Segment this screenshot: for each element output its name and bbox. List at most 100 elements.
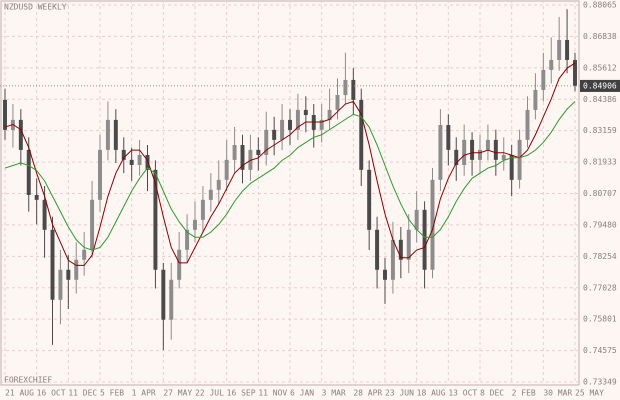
candle-body [573, 59, 577, 86]
candle-body [26, 149, 31, 195]
x-tick-label: 2 FEB [512, 389, 536, 398]
x-tick-label: 25 MAY [575, 389, 604, 398]
y-tick-label: 0.79480 [583, 220, 617, 229]
y-tick-label: 0.83159 [583, 126, 617, 135]
candle-body [319, 119, 324, 130]
y-tick-label: 0.75801 [583, 315, 617, 324]
candle-body [525, 109, 530, 140]
candle-body [177, 249, 182, 280]
x-tick-label: 28 APR [353, 389, 382, 398]
candle-body [383, 269, 387, 280]
marks [3, 9, 577, 350]
candle-body [493, 139, 498, 160]
x-tick-label: 23 JUN [385, 389, 414, 398]
candle-body [398, 239, 403, 260]
candle-body [113, 119, 118, 150]
candle-body [264, 129, 269, 155]
candle-body [137, 154, 142, 165]
y-tick-label: 0.74575 [583, 346, 617, 355]
candle-body [169, 279, 174, 320]
candle-body [50, 229, 55, 300]
candle-body [185, 229, 190, 250]
last-price-box [580, 79, 620, 92]
candle-body [121, 149, 126, 160]
candle-body [565, 39, 570, 60]
candle-body [153, 169, 158, 270]
candle-body [438, 125, 443, 180]
candle-body [367, 169, 372, 230]
candle-body [58, 269, 63, 300]
candle-body [311, 115, 316, 130]
candle-body [470, 139, 475, 160]
candle-body [280, 119, 285, 140]
candle-body [105, 119, 110, 150]
x-tick-label: 18 AUG [417, 389, 446, 398]
candle-body [200, 199, 205, 220]
y-tick-label: 0.84386 [583, 95, 617, 104]
candle-body [549, 59, 554, 70]
candle-body [485, 139, 490, 150]
candle-body [208, 189, 213, 200]
y-tick-label: 0.77028 [583, 283, 617, 292]
candle-body [129, 159, 134, 165]
candle-body [34, 194, 39, 200]
candle-body [541, 69, 546, 90]
x-tick-label: 11 DEC [68, 389, 97, 398]
candle-body [145, 154, 150, 170]
watermark: FOREXCHIEF [4, 376, 52, 385]
candle-body [422, 209, 427, 270]
candle-body [406, 229, 411, 260]
y-tick-label: 0.86838 [583, 32, 617, 41]
candle-body [462, 139, 467, 165]
chart-title: NZDUSD WEEKLY [4, 3, 67, 12]
candle-body [216, 179, 221, 190]
candle-body [3, 99, 7, 130]
candle-body [240, 145, 245, 170]
y-tick-label: 0.88065 [583, 1, 617, 10]
candle-body [82, 249, 87, 260]
x-tick-label: 6 JAN [290, 389, 314, 398]
candle-body [288, 119, 292, 130]
candle-body [375, 229, 380, 270]
candle-body [18, 119, 23, 150]
moving-average-line [4, 62, 576, 266]
x-tick-label: 1 APR [132, 389, 156, 398]
candle-body [533, 89, 538, 110]
x-tick-label: 8 DEC [480, 389, 504, 398]
candle-body [42, 199, 47, 230]
candle-body [327, 109, 332, 120]
candle-body [454, 149, 459, 165]
x-tick-label: 5 FEB [100, 389, 124, 398]
candle-body [351, 79, 356, 100]
y-tick-label: 0.81933 [583, 158, 617, 167]
y-tick-label: 0.85612 [583, 63, 617, 72]
y-tick-label: 0.78254 [583, 252, 617, 261]
candle-body [161, 269, 166, 320]
x-tick-label: 22 JUL [195, 389, 224, 398]
x-tick-label: 16 SEP [227, 389, 256, 398]
candle-body [74, 259, 79, 280]
candle-body [430, 179, 435, 270]
candle-body [343, 79, 348, 96]
x-tick-label: 27 MAY [163, 389, 192, 398]
candle-body [335, 95, 340, 110]
candle-body [272, 129, 277, 140]
y-tick-label: 0.80707 [583, 189, 617, 198]
x-tick-label: 11 NOV [258, 389, 287, 398]
candle-body [303, 109, 308, 116]
candle-body [478, 149, 482, 160]
candle-body [359, 99, 364, 170]
candle-body [557, 39, 562, 60]
candle-body [390, 239, 395, 280]
x-tick-label: 16 OCT [37, 389, 66, 398]
x-tick-label: 13 OCT [448, 389, 477, 398]
candle-body [98, 149, 102, 200]
candle-body [295, 109, 300, 130]
candle-body [517, 139, 522, 180]
candle-body [90, 199, 95, 250]
candle-body [66, 269, 71, 280]
moving-average-line [4, 101, 576, 251]
x-tick-label: 21 AUG [5, 389, 34, 398]
candle-body [446, 125, 451, 150]
